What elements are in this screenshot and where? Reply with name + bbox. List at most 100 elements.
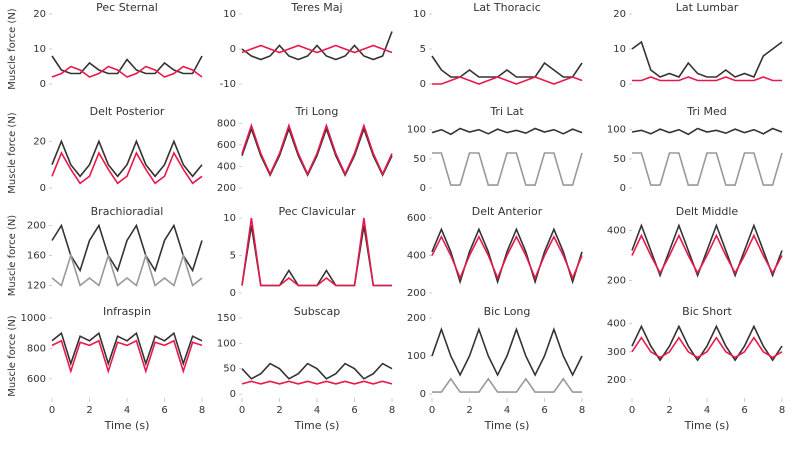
- y-tick-label: 20: [613, 9, 626, 20]
- y-tick-label: 300: [607, 347, 626, 358]
- panel-title: Subscap: [294, 305, 340, 318]
- series-line: [241, 44, 393, 54]
- x-tick-label: 8: [579, 405, 585, 416]
- y-tick-label: 100: [407, 125, 426, 136]
- y-tick-label: 0: [40, 183, 46, 194]
- x-tick-label: 4: [504, 405, 510, 416]
- x-tick-label: 0: [239, 405, 245, 416]
- series-line: [432, 377, 582, 393]
- series-line: [241, 31, 393, 61]
- x-tick-label: 0: [49, 405, 55, 416]
- x-tick-label: 8: [779, 405, 785, 416]
- series-line: [51, 331, 203, 367]
- series-line: [631, 223, 783, 278]
- y-tick-label: 10: [33, 44, 46, 55]
- y-tick-label: 600: [407, 213, 426, 224]
- x-tick-label: 6: [741, 405, 747, 416]
- panel-title: Delt Anterior: [472, 205, 543, 218]
- x-axis-label: Time (s): [484, 419, 530, 432]
- y-tick-label: 200: [217, 183, 236, 194]
- panel-title: Delt Middle: [676, 205, 739, 218]
- y-axis-label: Muscle force (N): [7, 315, 18, 397]
- x-tick-label: 6: [541, 405, 547, 416]
- y-tick-label: 5: [230, 251, 236, 262]
- series-line: [51, 252, 203, 287]
- x-tick-label: 0: [429, 405, 435, 416]
- x-axis-label: Time (s): [684, 419, 730, 432]
- series-line: [51, 151, 203, 185]
- series-line: [631, 127, 783, 136]
- y-tick-label: 400: [217, 161, 236, 172]
- panel-title: Bic Long: [484, 305, 531, 318]
- panel-title: Brachioradial: [91, 205, 164, 218]
- y-axis-label: Muscle force (N): [7, 112, 18, 194]
- series-line: [431, 55, 583, 78]
- y-tick-label: 5: [420, 44, 426, 55]
- y-tick-label: 200: [607, 276, 626, 287]
- x-tick-label: 2: [466, 405, 472, 416]
- series-line: [241, 217, 392, 287]
- y-tick-label: 0: [230, 44, 236, 55]
- y-tick-label: 50: [613, 154, 626, 165]
- series-line: [51, 65, 203, 78]
- series-line: [51, 55, 203, 75]
- series-line: [51, 223, 203, 273]
- y-tick-label: 0: [40, 79, 46, 90]
- y-tick-label: 200: [607, 375, 626, 386]
- y-tick-label: 20: [33, 9, 46, 20]
- panel-title: Tri Lat: [489, 105, 524, 118]
- series-line: [432, 76, 583, 85]
- x-tick-label: 0: [629, 405, 635, 416]
- y-tick-label: 200: [27, 221, 46, 232]
- series-line: [51, 339, 203, 374]
- y-tick-label: 0: [620, 79, 626, 90]
- y-tick-label: 800: [217, 118, 236, 129]
- x-tick-label: 6: [351, 405, 357, 416]
- y-tick-label: 200: [407, 313, 426, 324]
- y-tick-label: 120: [27, 281, 46, 292]
- series-line: [51, 139, 203, 178]
- series-line: [631, 233, 783, 275]
- x-tick-label: 2: [86, 405, 92, 416]
- panel-title: Lat Lumbar: [676, 1, 739, 14]
- y-tick-label: 0: [230, 389, 236, 400]
- y-tick-label: 0: [420, 183, 426, 194]
- panel-title: Delt Posterior: [90, 105, 165, 118]
- x-tick-label: 2: [666, 405, 672, 416]
- y-tick-label: 600: [217, 140, 236, 151]
- panel-title: Tri Med: [686, 105, 726, 118]
- x-tick-label: 4: [704, 405, 710, 416]
- y-tick-label: 1000: [21, 313, 46, 324]
- panel-title: Pec Clavicular: [279, 205, 356, 218]
- y-tick-label: 100: [407, 351, 426, 362]
- y-tick-label: 10: [223, 213, 236, 224]
- y-tick-label: 200: [407, 288, 426, 299]
- y-tick-label: 800: [27, 343, 46, 354]
- x-tick-label: 2: [276, 405, 282, 416]
- series-line: [431, 326, 583, 377]
- y-tick-label: 150: [217, 313, 236, 324]
- x-tick-label: 6: [161, 405, 167, 416]
- x-tick-label: 4: [314, 405, 320, 416]
- y-axis-label: Muscle force (N): [7, 8, 18, 90]
- series-line: [632, 152, 783, 186]
- series-line: [631, 324, 783, 362]
- y-tick-label: 160: [27, 251, 46, 262]
- panel-title: Teres Maj: [290, 1, 342, 14]
- panel-title: Pec Sternal: [96, 1, 158, 14]
- y-tick-label: 0: [420, 79, 426, 90]
- panel-title: Bic Short: [682, 305, 732, 318]
- series-line: [632, 76, 782, 82]
- y-tick-label: 10: [613, 44, 626, 55]
- y-tick-label: 600: [27, 374, 46, 385]
- y-tick-label: -10: [220, 79, 236, 90]
- series-line: [241, 122, 393, 176]
- y-tick-label: 100: [607, 125, 626, 136]
- y-axis-label: Muscle force (N): [7, 215, 18, 297]
- series-line: [631, 40, 783, 79]
- panel-title: Tri Long: [295, 105, 339, 118]
- y-tick-label: 20: [33, 136, 46, 147]
- y-tick-label: 50: [413, 154, 426, 165]
- series-line: [431, 235, 583, 281]
